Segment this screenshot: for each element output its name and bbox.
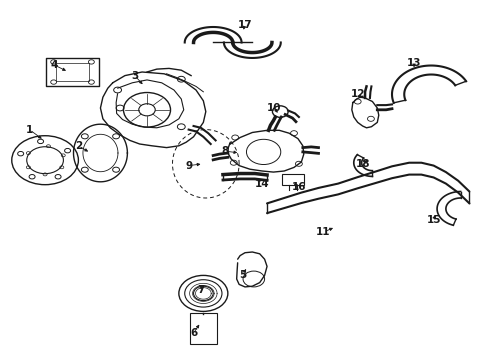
Text: 9: 9 <box>185 161 192 171</box>
Text: 13: 13 <box>407 58 421 68</box>
Text: 14: 14 <box>255 179 270 189</box>
Text: 8: 8 <box>222 146 229 156</box>
Text: 2: 2 <box>75 141 82 151</box>
Bar <box>56 63 89 81</box>
Text: 15: 15 <box>426 215 441 225</box>
Text: 6: 6 <box>190 328 197 338</box>
Text: 17: 17 <box>238 20 252 30</box>
Text: 7: 7 <box>197 285 205 295</box>
Bar <box>190 313 217 344</box>
Text: 18: 18 <box>355 159 370 169</box>
Bar <box>282 174 304 185</box>
Text: 11: 11 <box>316 227 331 237</box>
Text: 1: 1 <box>26 125 33 135</box>
Bar <box>46 58 99 86</box>
Text: 5: 5 <box>239 270 246 280</box>
Text: 4: 4 <box>50 60 58 70</box>
Text: 12: 12 <box>350 89 365 99</box>
Text: 16: 16 <box>292 182 306 192</box>
Text: 3: 3 <box>131 71 138 81</box>
Text: 10: 10 <box>267 103 282 113</box>
